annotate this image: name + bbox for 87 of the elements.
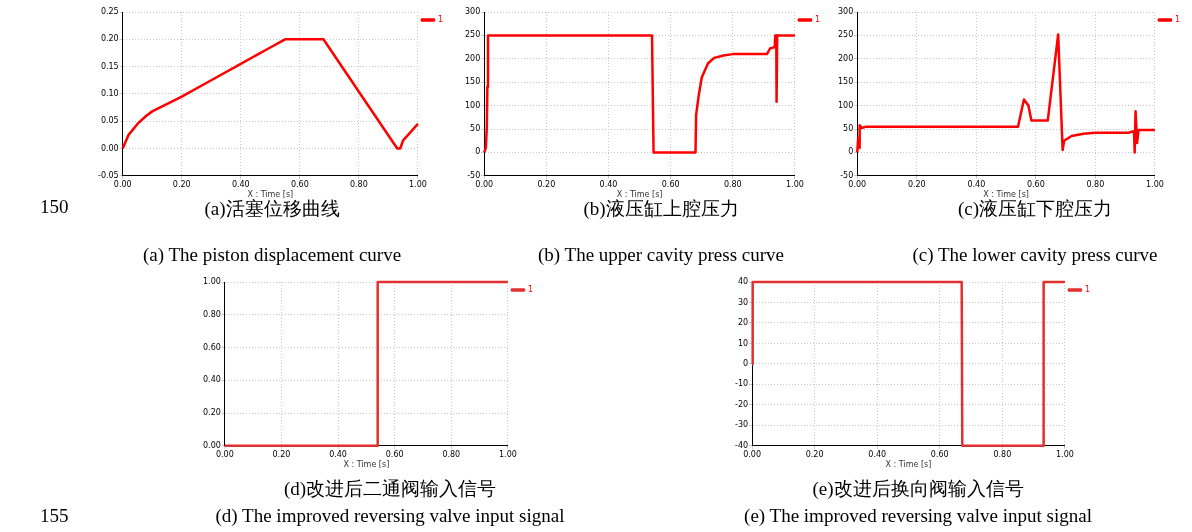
y-tick-label: 300 (464, 7, 481, 17)
y-tick-label: -30 (734, 420, 749, 430)
y-tick-label: -20 (734, 399, 749, 409)
y-tick-label: 0.20 (100, 34, 119, 44)
text: (a)活塞位移曲线 (204, 198, 340, 221)
x-tick-label: 0.60 (930, 449, 949, 459)
text: 155 (40, 505, 69, 527)
x-tick-label: 1.00 (1056, 449, 1074, 459)
y-tick-label: 150 (464, 77, 481, 87)
y-tick-label: 200 (837, 53, 854, 63)
x-tick-label: 1.00 (499, 449, 517, 459)
y-tick-label: -40 (734, 440, 749, 450)
legend-label: 1 (1174, 15, 1180, 25)
y-tick-label: 100 (464, 100, 481, 110)
x-tick-label: 1.00 (1146, 179, 1164, 189)
y-tick-label: 10 (737, 338, 749, 348)
y-tick-label: -0.05 (98, 170, 119, 180)
x-tick-label: 0.20 (907, 179, 926, 189)
y-tick-label: 0 (742, 358, 749, 368)
y-tick-label: 0.00 (203, 440, 221, 450)
legend-label: 1 (527, 285, 533, 295)
text: (c)液压缸下腔压力 (957, 198, 1113, 221)
x-tick-label: 0.60 (385, 449, 404, 459)
x-axis-title: X : Time [s] (616, 190, 663, 200)
x-tick-label: 0.60 (1026, 179, 1045, 189)
y-tick-label: 0.80 (203, 309, 221, 319)
x-tick-label: 0.20 (172, 179, 191, 189)
x-axis-title: X : Time [s] (247, 190, 294, 200)
y-tick-label: 300 (837, 7, 854, 17)
y-tick-label: 0 (848, 147, 854, 157)
x-tick-label: 0.80 (442, 449, 461, 459)
text: 150 (40, 196, 69, 218)
x-axis-title: X : Time [s] (885, 460, 932, 470)
text: (e) The improved reversing valve input signal (744, 505, 1092, 527)
text: (a) The piston displacement curve (142, 244, 402, 266)
y-tick-label: 250 (837, 30, 854, 40)
y-tick-label: 0.15 (100, 61, 119, 71)
y-tick-label: 0.60 (203, 342, 221, 352)
x-tick-label: 1.00 (786, 179, 804, 189)
y-tick-label: 0.20 (203, 408, 221, 418)
x-tick-label: 0.60 (290, 179, 309, 189)
x-tick-label: 0.80 (349, 179, 368, 189)
x-tick-label: 0.00 (113, 179, 132, 189)
x-tick-label: 0.20 (272, 449, 291, 459)
legend-label: 1 (437, 15, 443, 25)
y-tick-label: 20 (737, 318, 749, 328)
y-tick-label: 50 (843, 124, 854, 134)
text: (b)液压缸上腔压力 (583, 198, 739, 221)
y-tick-label: 1.00 (203, 277, 221, 287)
x-axis-title: X : Time [s] (983, 190, 1029, 200)
y-tick-label: 0.40 (203, 375, 221, 385)
legend-label: 1 (1084, 285, 1090, 295)
text: (d)改进后二通阀输入信号 (283, 477, 497, 501)
y-tick-label: 100 (837, 100, 854, 110)
y-tick-label: 0 (475, 147, 481, 157)
y-tick-label: 150 (837, 77, 854, 87)
text: (e)改进后换向阀输入信号 (812, 477, 1024, 501)
x-tick-label: 0.80 (993, 449, 1012, 459)
y-tick-label: 40 (737, 277, 749, 287)
y-tick-label: 250 (464, 30, 481, 40)
legend-label: 1 (814, 15, 820, 25)
x-tick-label: 1.00 (409, 179, 427, 189)
x-tick-label: 0.80 (1086, 179, 1105, 189)
text: (d) The improved reversing valve input signal (215, 505, 565, 527)
y-tick-label: 30 (737, 297, 749, 307)
y-tick-label: -50 (467, 170, 481, 180)
x-tick-label: 0.20 (805, 449, 824, 459)
x-tick-label: 0.20 (537, 179, 556, 189)
y-tick-label: 0.25 (100, 7, 119, 17)
x-tick-label: 0.40 (329, 449, 347, 459)
text: (b) The upper cavity press curve (537, 244, 785, 266)
text: (c) The lower cavity press curve (912, 244, 1158, 266)
x-axis-title: X : Time [s] (343, 460, 390, 470)
x-tick-label: 0.40 (967, 179, 986, 189)
y-tick-label: -10 (734, 379, 749, 389)
x-tick-label: 0.40 (599, 179, 618, 189)
y-tick-label: 0.05 (100, 116, 119, 126)
x-tick-label: 0.80 (723, 179, 742, 189)
y-tick-label: 200 (464, 53, 481, 63)
y-tick-label: 0.00 (100, 143, 119, 153)
y-tick-label: 50 (470, 124, 481, 134)
y-tick-label: 0.10 (100, 88, 119, 98)
x-tick-label: 0.40 (231, 179, 250, 189)
x-tick-label: 0.00 (215, 449, 234, 459)
y-tick-label: -50 (840, 170, 854, 180)
x-tick-label: 0.40 (868, 449, 887, 459)
x-tick-label: 0.60 (661, 179, 680, 189)
